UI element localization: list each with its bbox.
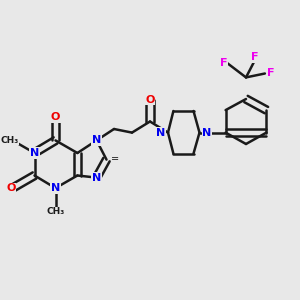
Text: O: O	[51, 112, 60, 122]
Text: O: O	[145, 94, 155, 105]
Text: CH₃: CH₃	[46, 207, 64, 216]
Text: F: F	[251, 52, 259, 62]
Text: N: N	[92, 172, 101, 183]
Text: F: F	[220, 58, 227, 68]
Text: N: N	[30, 148, 39, 158]
Text: O: O	[6, 183, 16, 193]
Text: =: =	[111, 154, 119, 164]
Text: F: F	[267, 68, 275, 79]
Text: N: N	[202, 128, 211, 138]
Text: CH₃: CH₃	[1, 136, 19, 145]
Text: N: N	[156, 128, 165, 138]
Text: N: N	[92, 135, 101, 146]
Text: N: N	[51, 183, 60, 193]
